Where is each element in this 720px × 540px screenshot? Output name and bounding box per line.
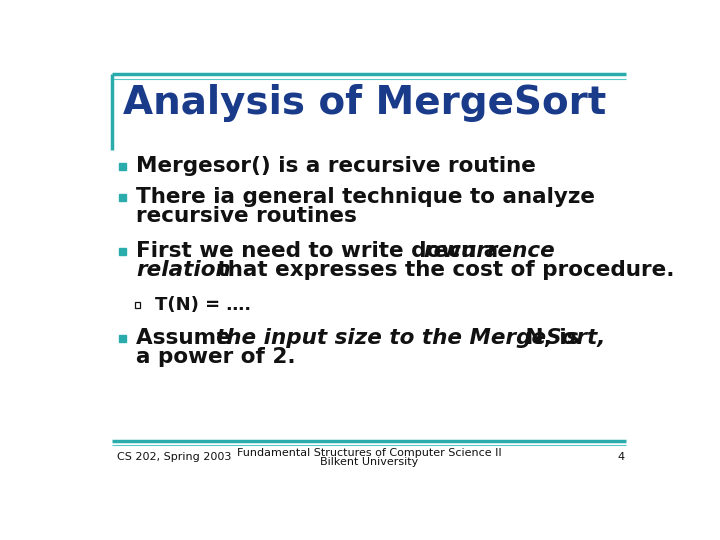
Text: that expresses the cost of procedure.: that expresses the cost of procedure.: [210, 260, 675, 280]
Text: recursive routines: recursive routines: [137, 206, 357, 226]
Text: N, is: N, is: [518, 328, 579, 348]
Text: Analysis of MergeSort: Analysis of MergeSort: [122, 84, 606, 122]
Text: Bilkent University: Bilkent University: [320, 457, 418, 467]
Text: First we need to write down a: First we need to write down a: [137, 241, 506, 261]
Text: 4: 4: [618, 453, 625, 462]
Text: Mergesor() is a recursive routine: Mergesor() is a recursive routine: [137, 157, 536, 177]
Bar: [120, 248, 127, 254]
Bar: [135, 302, 140, 308]
Bar: [120, 163, 127, 170]
Text: There ia general technique to analyze: There ia general technique to analyze: [137, 187, 595, 207]
Bar: [120, 335, 127, 342]
Bar: [120, 194, 127, 201]
Text: Fundamental Structures of Computer Science II: Fundamental Structures of Computer Scien…: [237, 448, 501, 458]
Text: CS 202, Spring 2003: CS 202, Spring 2003: [117, 453, 232, 462]
Text: recurrence: recurrence: [423, 241, 555, 261]
Text: relation: relation: [137, 260, 231, 280]
Text: the input size to the MergeSort,: the input size to the MergeSort,: [216, 328, 605, 348]
Text: T(N) = ….: T(N) = ….: [155, 296, 251, 314]
Text: a power of 2.: a power of 2.: [137, 347, 296, 367]
Text: Assume: Assume: [137, 328, 239, 348]
